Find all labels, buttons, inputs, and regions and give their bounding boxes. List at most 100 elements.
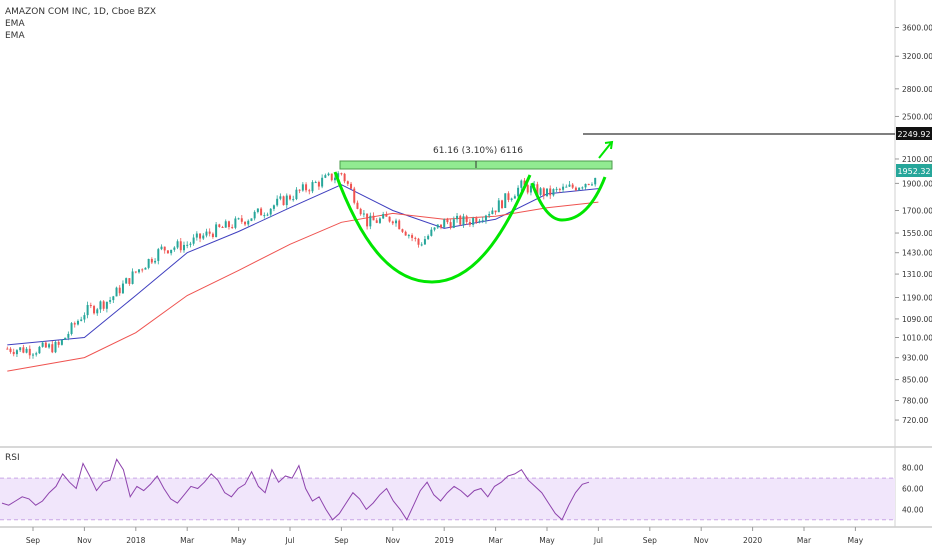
candle-body (166, 250, 169, 254)
candle-body (504, 193, 507, 209)
time-tick-label: Mar (180, 536, 195, 545)
candle-body (211, 233, 214, 238)
candle-body (6, 348, 9, 350)
candle-body (337, 173, 340, 178)
candle-body (430, 229, 433, 236)
candle-body (555, 188, 558, 190)
candle-body (305, 184, 308, 191)
candle-body (22, 347, 25, 353)
candle-body (382, 214, 385, 219)
handle-curve[interactable] (530, 176, 607, 222)
candle-body (372, 215, 375, 221)
candle-body (256, 208, 259, 212)
candle-body (584, 183, 587, 188)
candle-body (427, 235, 430, 240)
measure-label: 61.16 (3.10%) 6116 (433, 146, 523, 156)
candle-body (208, 231, 211, 234)
candle-body (170, 249, 173, 254)
candle-body (362, 213, 365, 215)
candle-body (327, 173, 330, 176)
candle-body (231, 227, 234, 229)
candle-body (150, 258, 153, 263)
time-tick-label: Sep (643, 536, 657, 545)
candle-body (571, 184, 574, 188)
candle-body (536, 184, 539, 195)
time-tick-label: Nov (694, 536, 709, 545)
candle-body (378, 218, 381, 223)
candle-body (144, 267, 147, 270)
candle-body (462, 216, 465, 225)
price-tick-label: 2800.00 (902, 85, 932, 94)
candle-body (15, 350, 18, 355)
candle-body (247, 220, 250, 225)
rsi-pane-label: RSI (5, 453, 20, 463)
candle-body (269, 208, 272, 215)
candle-body (452, 219, 455, 228)
candle-body (481, 220, 484, 222)
candle-body (388, 216, 391, 222)
axes: 3600.00 3200.00 2800.00 2500.00 2100.00 1900.… (26, 24, 932, 545)
candle-body (346, 181, 349, 184)
candle-body (253, 211, 256, 219)
candle-body (391, 221, 394, 224)
time-tick-label: Jul (593, 536, 603, 545)
candle-body (86, 305, 89, 316)
time-tick-label: Mar (797, 536, 812, 545)
breakout-arrow-head (604, 140, 614, 150)
price-tick-label: 720.00 (902, 416, 928, 425)
price-tick-label: 1190.00 (902, 294, 932, 303)
rsi-band (0, 477, 895, 521)
candle-body (179, 241, 182, 251)
candle-body (192, 237, 195, 244)
candle-body (343, 173, 346, 182)
candle-body (141, 269, 144, 271)
candle-body (558, 188, 561, 190)
time-tick-label: Mar (489, 536, 504, 545)
time-tick-label: 2018 (126, 536, 145, 545)
candle-body (118, 287, 121, 294)
ema-label-2: EMA (5, 31, 25, 41)
candle-body (44, 342, 47, 348)
candle-body (539, 188, 542, 195)
candle-body (176, 241, 179, 248)
candle-body (205, 231, 208, 236)
candle-body (60, 339, 63, 345)
candle-body (125, 278, 128, 284)
candle-body (404, 231, 407, 236)
rsi-tick-label: 40.00 (902, 505, 924, 514)
candle-body (240, 218, 243, 222)
candle-body (308, 190, 311, 192)
candle-body (35, 353, 38, 355)
candle-body (510, 198, 513, 200)
candle-body (565, 186, 568, 188)
candle-body (70, 323, 73, 334)
ema-lines (7, 184, 599, 372)
candle-body (411, 235, 414, 238)
candle-body (324, 175, 327, 178)
candle-body (272, 205, 275, 209)
candle-body (465, 216, 468, 223)
candle-body (121, 283, 124, 294)
time-tick-label: May (231, 536, 247, 545)
candle-body (93, 306, 96, 314)
candle-body (449, 222, 452, 228)
breakout-arrow[interactable] (598, 142, 612, 159)
candle-body (478, 220, 481, 223)
rsi-band-fill (0, 478, 895, 520)
candle-body (89, 305, 92, 307)
candle-body (330, 173, 333, 181)
rsi-tick-label: 80.00 (902, 464, 924, 473)
cup-curve[interactable] (333, 171, 532, 284)
candle-body (54, 341, 57, 353)
candle-body (112, 296, 115, 301)
time-tick-label: May (848, 536, 864, 545)
price-tick-label: 1900.00 (902, 179, 932, 188)
chart-legend: AMAZON COM INC, 1D, Cboe BZX EMA EMA (5, 6, 156, 42)
candle-body (526, 184, 529, 193)
candle-body (128, 278, 131, 284)
candle-body (266, 214, 269, 216)
candle-body (147, 258, 150, 268)
candle-body (423, 239, 426, 245)
candle-body (443, 219, 446, 228)
